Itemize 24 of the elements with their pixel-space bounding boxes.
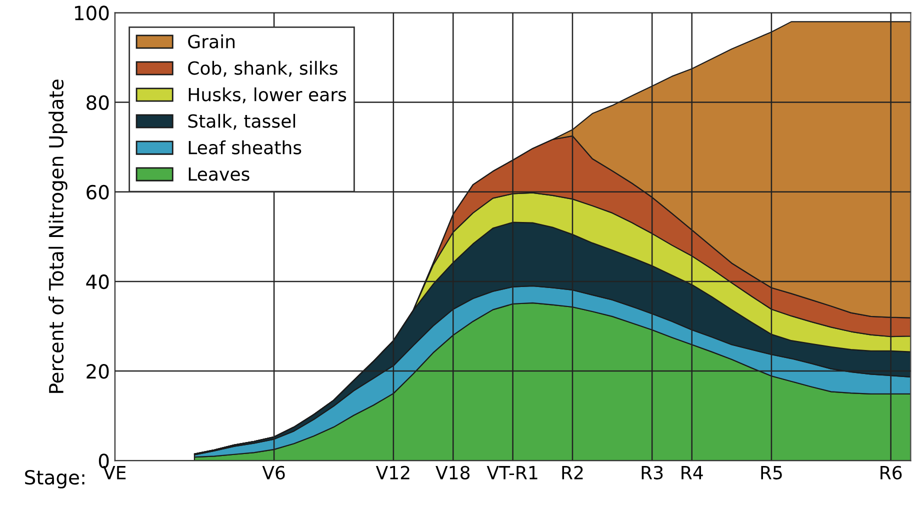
y-tick-label: 40 bbox=[86, 274, 109, 290]
legend-label: Cob, shank, silks bbox=[188, 60, 338, 77]
legend-label: Leaves bbox=[188, 167, 250, 181]
y-tick-label: 60 bbox=[86, 184, 109, 200]
x-tick-label: V12 bbox=[376, 466, 410, 480]
legend-label: Stalk, tassel bbox=[188, 114, 296, 130]
legend-label: Husks, lower ears bbox=[188, 87, 346, 104]
y-tick-label: 20 bbox=[86, 364, 109, 379]
y-tick-label: 100 bbox=[75, 6, 109, 20]
x-tick-label: VE bbox=[103, 466, 126, 480]
x-tick-label: R4 bbox=[682, 466, 703, 480]
y-tick-label: 80 bbox=[86, 95, 109, 110]
y-tick-label: 0 bbox=[98, 454, 109, 468]
x-tick-label: VT-R1 bbox=[486, 466, 538, 480]
x-tick-label: V18 bbox=[436, 466, 470, 480]
y-axis-title: Percent of Total Nitrogen Update bbox=[48, 80, 68, 393]
x-tick-label: R3 bbox=[642, 466, 663, 480]
x-axis-title: Stage: bbox=[25, 470, 84, 488]
legend-label: Grain bbox=[188, 34, 235, 48]
x-tick-label: R6 bbox=[880, 466, 902, 480]
x-tick-label: R2 bbox=[562, 466, 583, 480]
x-tick-label: R5 bbox=[761, 466, 782, 480]
legend-label: Leaf sheaths bbox=[188, 140, 302, 154]
x-tick-label: V6 bbox=[262, 466, 285, 480]
